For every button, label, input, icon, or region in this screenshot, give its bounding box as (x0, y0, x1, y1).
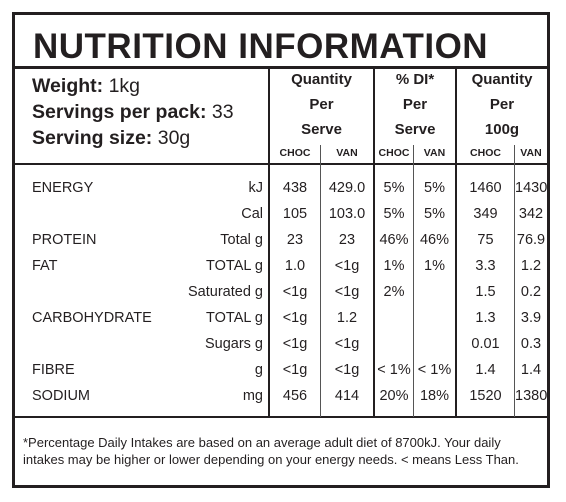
nutrient-value: 342 (518, 206, 544, 222)
nutrient-value: 1.5 (475, 284, 496, 300)
di-serve-header: % DI* Per Serve (394, 71, 436, 138)
nutrient-value: 1.0 (284, 258, 306, 274)
nutrient-name: PROTEIN (32, 232, 97, 248)
nutrient-value: 23 (338, 232, 356, 248)
col-divider-1 (268, 68, 270, 417)
nutrient-value: 5% (424, 206, 445, 222)
title-divider (15, 66, 547, 69)
nutrient-unit: mg (242, 388, 263, 404)
nutrient-value: 1.4 (475, 362, 496, 378)
nutrient-value: <1g (282, 336, 308, 352)
nutrient-value: 105 (282, 206, 308, 222)
nutrient-value: <1g (334, 258, 360, 274)
nutrient-value: 103.0 (328, 206, 366, 222)
nutrient-value: <1g (334, 284, 360, 300)
nutrient-value: 46% (379, 232, 409, 248)
nutrient-value: 0.3 (520, 336, 542, 352)
footnote: *Percentage Daily Intakes are based on a… (23, 435, 519, 467)
nutrient-unit: TOTAL g (206, 310, 263, 326)
per-serve-header: Quantity Per Serve (291, 71, 352, 138)
panel-title: NUTRITION INFORMATION (33, 27, 489, 66)
nutrient-name: CARBOHYDRATE (32, 310, 152, 326)
nutrient-name: SODIUM (32, 388, 90, 404)
header-divider (15, 163, 547, 165)
nutrient-value: 2% (383, 284, 405, 300)
nutrient-value: 0.2 (520, 284, 542, 300)
nutrient-unit: Sugars g (204, 336, 263, 352)
nutrition-panel: NUTRITION INFORMATION Weight: 1kg Servin… (12, 12, 550, 488)
nutrient-value: 20% (379, 388, 409, 404)
subheader-van-di: VAN (423, 147, 446, 159)
nutrient-value: 429.0 (328, 180, 366, 196)
nutrient-unit: g (254, 362, 263, 378)
nutrient-value: 1520 (469, 388, 502, 404)
weight-line: Weight: 1kg (32, 75, 141, 97)
nutrient-value: 1380 (515, 388, 548, 404)
nutrient-value: 0.01 (471, 336, 500, 352)
nutrient-value: 1.2 (336, 310, 358, 326)
nutrient-value: 75 (477, 232, 494, 248)
nutrient-value: <1g (282, 362, 308, 378)
nutrient-value: 349 (473, 206, 498, 222)
nutrient-value: 1.2 (520, 258, 542, 274)
nutrient-value: 1.3 (475, 310, 496, 326)
nutrient-unit: Saturated g (188, 284, 263, 300)
nutrient-value: 456 (282, 388, 308, 404)
sub-divider-1 (320, 145, 321, 417)
nutrient-value: 1460 (469, 180, 502, 196)
nutrient-value: 5% (383, 206, 405, 222)
nutrient-unit: Cal (241, 206, 263, 222)
serving-size-line: Serving size: 30g (32, 127, 191, 149)
col-divider-3 (455, 68, 457, 417)
nutrient-value: 1.4 (520, 362, 542, 378)
subheader-choc-serve: CHOC (279, 147, 311, 159)
servings-line: Servings per pack: 33 (32, 101, 234, 123)
nutrient-value: 1430 (515, 180, 548, 196)
pack-summary: Weight: 1kg Servings per pack: 33 Servin… (32, 73, 234, 151)
nutrient-value: 3.9 (520, 310, 542, 326)
nutrient-unit: TOTAL g (206, 258, 263, 274)
sub-divider-3 (514, 145, 515, 417)
nutrient-unit: Total g (220, 232, 263, 248)
sub-divider-2 (413, 145, 414, 417)
col-divider-2 (373, 68, 375, 417)
nutrient-unit: kJ (248, 180, 264, 196)
subheader-van-100g: VAN (520, 147, 542, 159)
nutrient-value: 5% (424, 180, 445, 196)
nutrient-value: < 1% (417, 362, 452, 378)
nutrient-value: <1g (282, 284, 308, 300)
nutrient-value: 414 (334, 388, 360, 404)
nutrient-value: 18% (419, 388, 450, 404)
nutrient-name: FIBRE (32, 362, 75, 378)
nutrient-value: 1% (424, 258, 445, 274)
nutrient-name: FAT (32, 258, 58, 274)
nutrient-value: < 1% (377, 362, 411, 378)
nutrient-value: 438 (282, 180, 308, 196)
nutrient-value: 23 (286, 232, 304, 248)
nutrient-value: <1g (334, 336, 360, 352)
nutrient-name: ENERGY (32, 180, 94, 196)
nutrient-value: 76.9 (516, 232, 546, 248)
per-100g-header: Quantity Per 100g (471, 71, 533, 138)
subheader-choc-di: CHOC (378, 147, 410, 159)
nutrient-value: 5% (383, 180, 405, 196)
nutrient-value: <1g (334, 362, 360, 378)
subheader-van-serve: VAN (336, 147, 358, 159)
nutrient-value: 1% (383, 258, 405, 274)
nutrient-value: 46% (419, 232, 450, 248)
subheader-choc-100g: CHOC (470, 147, 501, 159)
nutrient-value: <1g (282, 310, 308, 326)
nutrient-value: 3.3 (475, 258, 496, 274)
footer-divider (15, 416, 547, 418)
